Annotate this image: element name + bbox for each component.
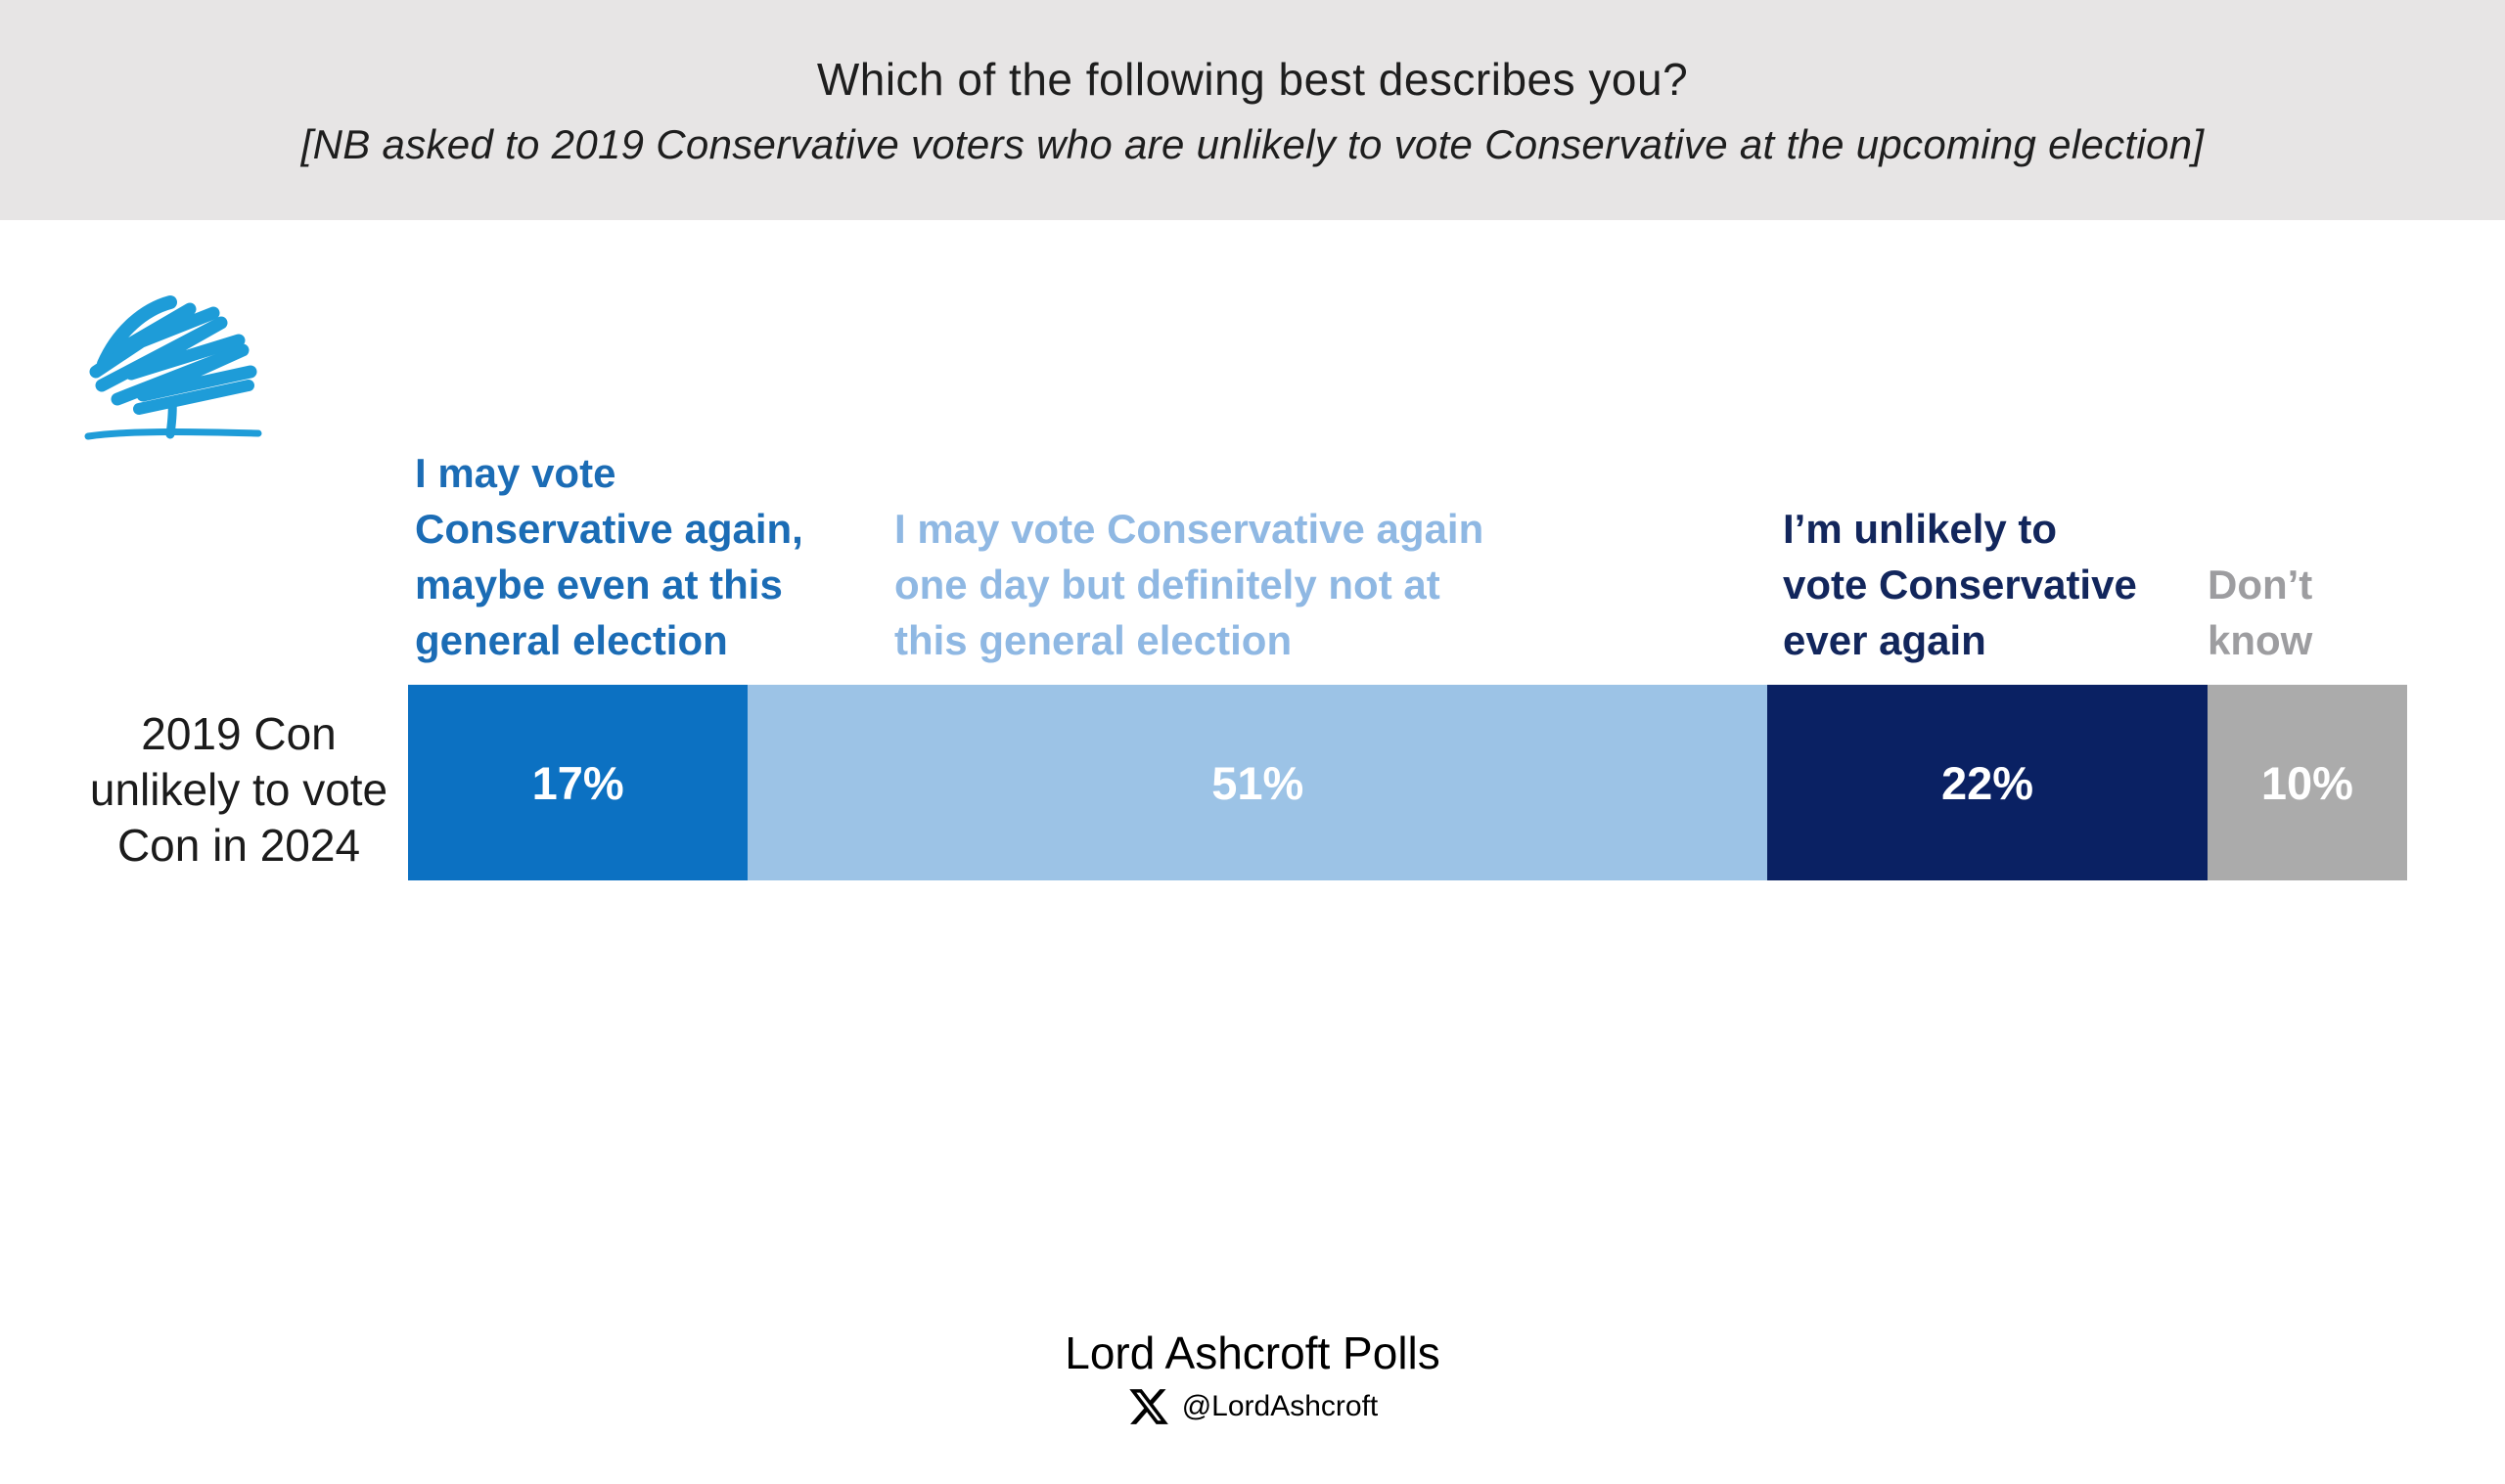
footer-social: @LordAshcroft (0, 1385, 2505, 1428)
segment-label-line: ever again (1783, 617, 1986, 663)
bar-segment-3: 22% (1767, 685, 2208, 880)
tree-scribble-icon (84, 295, 262, 440)
row-label-line: 2019 Con (141, 708, 337, 759)
segment-label-3: I’m unlikely to vote Conservative ever aga… (1783, 501, 2137, 668)
bar-segment-4: 10% (2207, 685, 2407, 880)
segment-label-line: I’m unlikely to (1783, 506, 2058, 552)
question-subtitle: [NB asked to 2019 Conservative voters wh… (300, 120, 2205, 167)
x-handle: @LordAshcroft (1181, 1390, 1379, 1422)
segment-label-4: Don’t know (2208, 557, 2312, 668)
question-title: Which of the following best describes yo… (816, 53, 1689, 105)
segment-label-line: one day but definitely not at (894, 562, 1440, 607)
segment-label-line: know (2208, 617, 2313, 663)
segment-label-line: I may vote Conservative again (894, 506, 1484, 552)
bar-segment-2: 51% (748, 685, 1768, 880)
segment-label-line: vote Conservative (1783, 562, 2137, 607)
segment-label-line: maybe even at this (415, 562, 783, 607)
row-label-line: Con in 2024 (116, 820, 361, 871)
segment-label-line: general election (415, 617, 728, 663)
bar-segment-value: 17% (531, 756, 624, 809)
row-label: 2019 Con unlikely to vote Con in 2024 (53, 706, 425, 874)
bar-segment-value: 51% (1211, 756, 1304, 809)
footer-brand: Lord Ashcroft Polls (1065, 1327, 1440, 1378)
segment-label-line: this general election (894, 617, 1293, 663)
segment-label-line: Conservative again, (415, 506, 803, 552)
bar-segment-1: 17% (408, 685, 749, 880)
stacked-bar: 17% 51% 22% 10% (408, 685, 2407, 880)
x-twitter-icon (1129, 1389, 1168, 1424)
conservative-tree-logo (74, 290, 270, 450)
segment-label-1: I may vote Conservative again, maybe even … (415, 445, 803, 668)
segment-label-2: I may vote Conservative again one day but… (894, 501, 1483, 668)
bar-segment-value: 22% (1940, 756, 2034, 809)
segment-label-line: Don’t (2208, 562, 2313, 607)
bar-segment-value: 10% (2260, 756, 2353, 809)
row-label-line: unlikely to vote (89, 764, 388, 815)
question-header: Which of the following best describes yo… (0, 0, 2505, 220)
segment-label-line: I may vote (415, 450, 616, 496)
